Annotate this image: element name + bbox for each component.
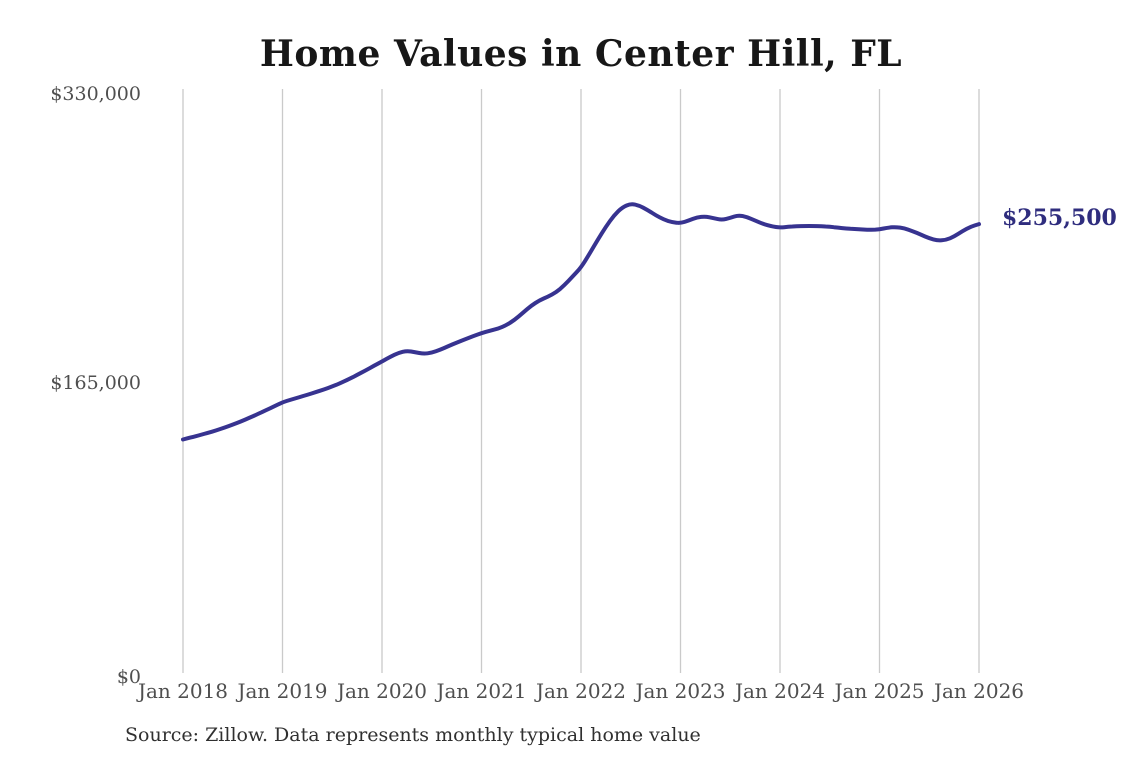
chart-title: Home Values in Center Hill, FL xyxy=(259,33,903,75)
x-axis-tick-label: Jan 2019 xyxy=(237,679,328,703)
y-axis-tick-label: $165,000 xyxy=(50,372,141,394)
x-axis-tick-label: Jan 2020 xyxy=(336,679,428,703)
x-axis-tick-label: Jan 2018 xyxy=(137,679,229,703)
x-axis-tick-label: Jan 2026 xyxy=(933,679,1025,703)
x-axis-tick-label: Jan 2023 xyxy=(635,679,726,703)
y-axis-tick-label: $0 xyxy=(116,666,141,688)
x-axis-tick-label: Jan 2022 xyxy=(535,679,627,703)
y-axis-tick-label: $330,000 xyxy=(50,83,141,105)
x-axis-tick-label: Jan 2024 xyxy=(734,679,826,703)
last-value-label: $255,500 xyxy=(1002,205,1117,231)
source-note: Source: Zillow. Data represents monthly … xyxy=(125,724,701,746)
x-axis-tick-label: Jan 2025 xyxy=(834,679,925,703)
x-axis-tick-label: Jan 2021 xyxy=(436,679,527,703)
home-value-series-line xyxy=(181,202,981,442)
